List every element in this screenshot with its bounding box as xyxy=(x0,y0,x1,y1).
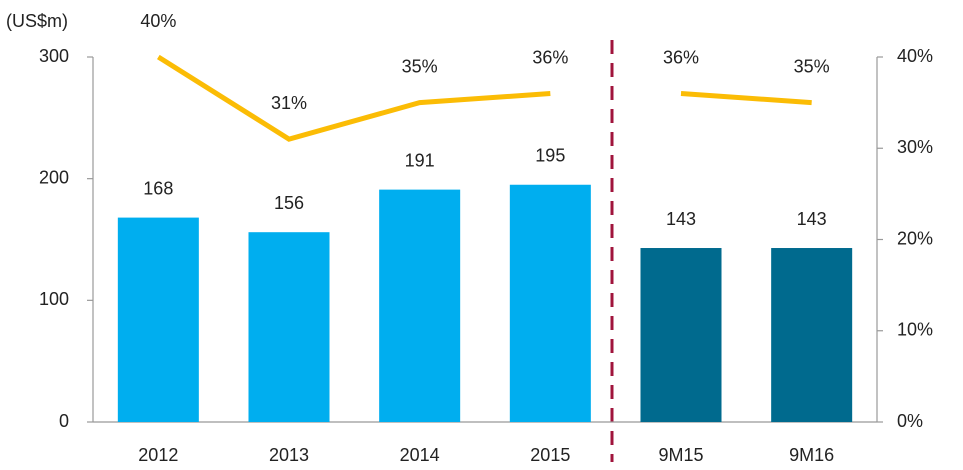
y2-tick-label: 20% xyxy=(897,228,933,248)
bar xyxy=(771,248,853,422)
bar xyxy=(117,217,199,422)
bar-value-label: 195 xyxy=(535,146,565,166)
y-tick-label: 100 xyxy=(39,289,69,309)
bar xyxy=(640,248,722,422)
line-value-label: 35% xyxy=(794,56,830,76)
y-tick-label: 300 xyxy=(39,46,69,66)
line-value-label: 31% xyxy=(271,93,307,113)
x-tick-label: 2014 xyxy=(400,445,440,465)
line-value-label: 35% xyxy=(402,56,438,76)
bar xyxy=(509,184,591,422)
y-axis-label: (US$m) xyxy=(6,11,68,31)
bar-value-label: 168 xyxy=(143,178,173,198)
y2-tick-label: 10% xyxy=(897,320,933,340)
line-value-label: 36% xyxy=(663,47,699,67)
bar-value-label: 143 xyxy=(666,209,696,229)
bar xyxy=(248,232,330,422)
bar-value-label: 191 xyxy=(405,150,435,170)
y-tick-label: 200 xyxy=(39,167,69,187)
x-tick-label: 2012 xyxy=(138,445,178,465)
y2-tick-label: 30% xyxy=(897,137,933,157)
y-tick-label: 0 xyxy=(59,411,69,431)
line-value-label: 40% xyxy=(140,11,176,31)
line-value-label: 36% xyxy=(532,47,568,67)
bar xyxy=(379,189,461,422)
x-tick-label: 2015 xyxy=(530,445,570,465)
y2-tick-label: 0% xyxy=(897,411,923,431)
y2-tick-label: 40% xyxy=(897,46,933,66)
line xyxy=(680,91,812,106)
bar-value-label: 156 xyxy=(274,193,304,213)
bar-value-label: 143 xyxy=(797,209,827,229)
x-tick-label: 9M16 xyxy=(789,445,834,465)
x-tick-label: 9M15 xyxy=(658,445,703,465)
x-tick-label: 2013 xyxy=(269,445,309,465)
line xyxy=(157,54,551,142)
